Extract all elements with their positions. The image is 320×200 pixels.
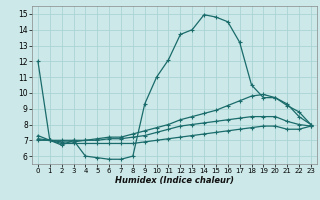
X-axis label: Humidex (Indice chaleur): Humidex (Indice chaleur): [115, 176, 234, 185]
